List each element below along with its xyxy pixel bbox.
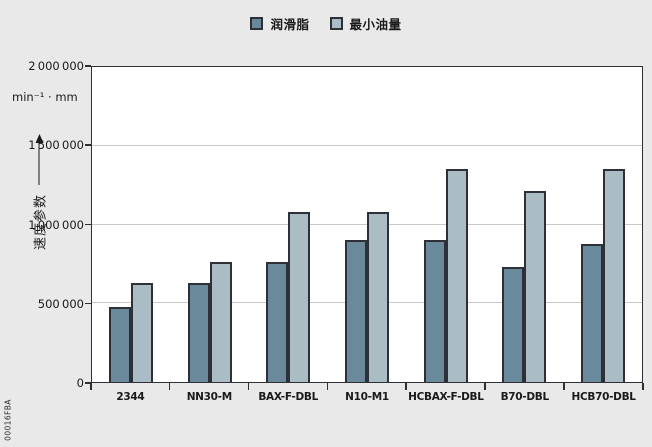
x-category-label: 2344 bbox=[116, 391, 145, 403]
x-tick-mark bbox=[405, 383, 408, 390]
x-tick-mark bbox=[484, 383, 486, 390]
bar-group-BAX-F-DBL bbox=[249, 67, 328, 382]
bar-group-HCBAX-F-DBL bbox=[406, 67, 485, 382]
y-tick-label: 0 bbox=[76, 376, 84, 390]
bar-最小油量-NN30-M bbox=[209, 261, 232, 382]
bars-layer bbox=[92, 67, 642, 382]
y-tick-label: 1 500 000 bbox=[28, 138, 84, 153]
y-tick-label: 1 000 000 bbox=[28, 217, 84, 232]
x-category-label: NN30-M bbox=[186, 391, 233, 403]
x-category-label: BAX-F-DBL bbox=[258, 391, 318, 403]
x-tick-mark bbox=[168, 383, 171, 390]
x-tick-mark bbox=[642, 383, 644, 390]
bar-最小油量-HCB70-DBL bbox=[602, 169, 625, 382]
bar-group-NN30-M bbox=[171, 67, 250, 382]
bar-最小油量-B70-DBL bbox=[524, 190, 547, 382]
bar-润滑脂-B70-DBL bbox=[502, 267, 525, 382]
bar-最小油量-N10-M1 bbox=[366, 211, 389, 382]
y-tick-label: 500 000 bbox=[37, 296, 84, 311]
y-axis-labels: 0 500 000 1 000 000 1 500 000 2 000 000 bbox=[0, 59, 84, 390]
y-tick-mark bbox=[85, 223, 91, 226]
y-axis-unit: min⁻¹ · mm bbox=[12, 90, 78, 104]
bar-group-N10-M1 bbox=[328, 67, 407, 382]
grease-swatch bbox=[250, 17, 264, 30]
bar-润滑脂-N10-M1 bbox=[344, 240, 367, 382]
x-tick-mark bbox=[563, 383, 565, 390]
bar-润滑脂-HCBAX-F-DBL bbox=[423, 240, 446, 382]
y-tick-mark bbox=[85, 382, 91, 384]
plot-area bbox=[91, 66, 643, 383]
x-category-label: N10-M1 bbox=[345, 391, 389, 403]
y-tick-mark bbox=[85, 302, 91, 305]
y-tick-mark bbox=[85, 144, 91, 146]
x-category-label: HCBAX-F-DBL bbox=[408, 391, 484, 403]
bar-润滑脂-NN30-M bbox=[187, 282, 210, 382]
bar-group-HCB70-DBL bbox=[563, 67, 642, 382]
min-oil-swatch bbox=[329, 17, 343, 30]
bar-润滑脂-2344 bbox=[109, 307, 132, 382]
bar-group-B70-DBL bbox=[485, 67, 564, 382]
legend-item-grease: 润滑脂 bbox=[250, 14, 309, 33]
x-axis-labels: 2344 NN30-M BAX-F-DBL N10-M1 HCBAX-F-DBL B70-… bbox=[91, 391, 643, 403]
gridline bbox=[92, 144, 642, 146]
x-tick-mark bbox=[247, 383, 250, 390]
x-axis-ticks bbox=[90, 383, 644, 390]
bar-最小油量-BAX-F-DBL bbox=[288, 211, 311, 382]
x-category-label: HCB70-DBL bbox=[571, 391, 636, 403]
y-tick-label: 2 000 000 bbox=[28, 59, 84, 73]
figure-id: 00016FBA bbox=[3, 399, 13, 441]
min-oil-label: 最小油量 bbox=[349, 17, 402, 32]
legend-item-min-oil: 最小油量 bbox=[329, 14, 402, 33]
bar-润滑脂-HCB70-DBL bbox=[580, 244, 603, 382]
x-tick-mark bbox=[326, 383, 329, 390]
bar-group-2344 bbox=[92, 67, 171, 382]
x-category-label: B70-DBL bbox=[500, 391, 550, 403]
legend: 润滑脂 最小油量 bbox=[0, 14, 652, 33]
grease-label: 润滑脂 bbox=[270, 17, 310, 32]
bar-润滑脂-BAX-F-DBL bbox=[266, 261, 289, 382]
x-tick-mark bbox=[90, 383, 92, 390]
bar-最小油量-HCBAX-F-DBL bbox=[445, 169, 468, 382]
bar-最小油量-2344 bbox=[131, 282, 154, 382]
y-axis-ticks bbox=[85, 65, 91, 384]
y-tick-mark bbox=[85, 65, 91, 67]
